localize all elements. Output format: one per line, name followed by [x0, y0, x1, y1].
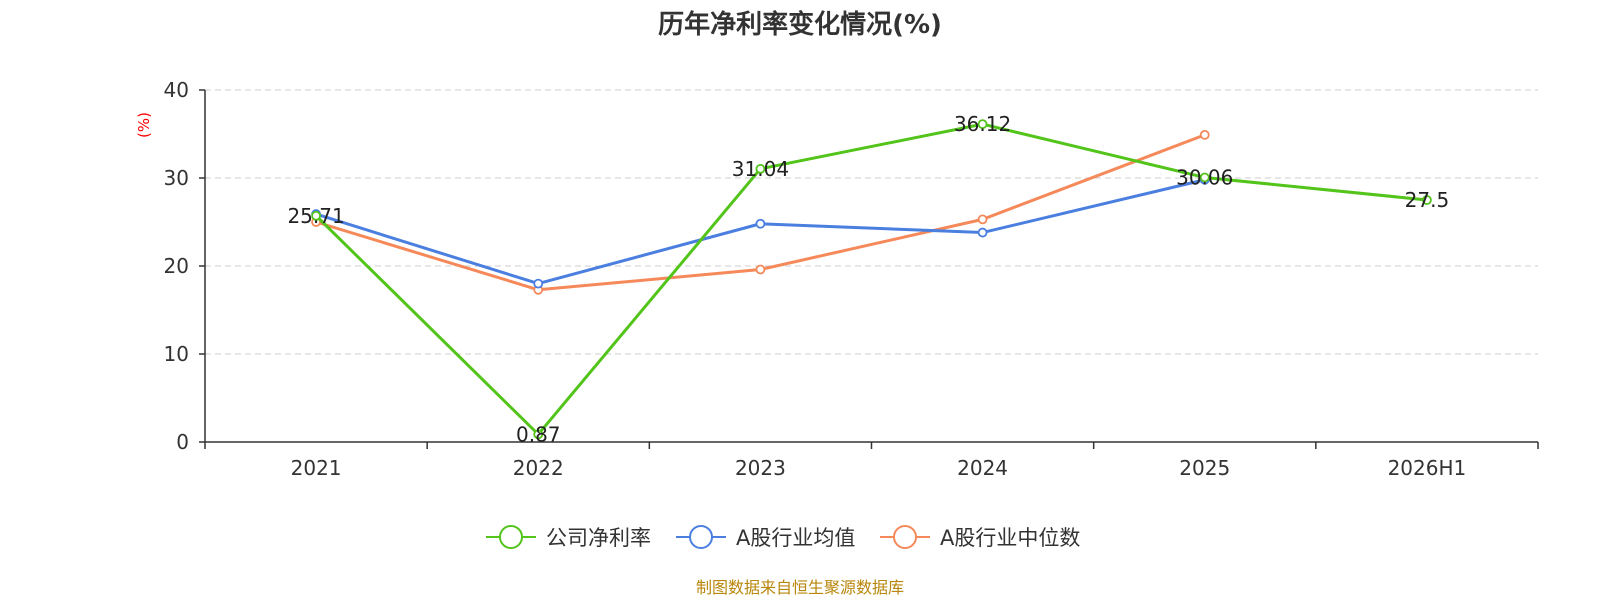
data-point [755, 218, 766, 229]
legend-marker [499, 525, 523, 549]
legend-label: A股行业均值 [736, 526, 855, 550]
y-tick-label: 40 [164, 78, 189, 102]
x-tick-label: 2025 [1179, 456, 1230, 480]
series-layer [311, 119, 1432, 440]
legend-label: 公司净利率 [546, 526, 651, 550]
data-point [977, 227, 988, 238]
data-point [311, 210, 321, 221]
x-tick-label: 2023 [735, 456, 786, 480]
data-label: 30.06 [1176, 165, 1233, 189]
data-point [1199, 172, 1210, 183]
grid-layer [205, 89, 1538, 355]
data-point [755, 264, 766, 275]
x-tick-label: 2021 [291, 456, 342, 480]
y-tick-label: 30 [164, 166, 189, 190]
data-point [977, 119, 988, 130]
data-label: 25.71 [287, 204, 344, 228]
x-tick-label: 2022 [513, 456, 564, 480]
y-tick-label: 10 [164, 342, 189, 366]
data-point [533, 278, 544, 289]
data-point [1422, 195, 1432, 205]
data-point [755, 163, 766, 174]
series-line [315, 122, 1428, 436]
legend-marker [689, 525, 713, 549]
legend: 公司净利率 A股行业均值 A股行业中位数 [486, 525, 1080, 550]
data-point [533, 429, 544, 440]
legend-marker [893, 525, 917, 549]
source-note: 制图数据来自恒生聚源数据库 [696, 578, 904, 597]
data-label: 27.5 [1405, 188, 1450, 212]
x-tick-label: 2026H1 [1388, 456, 1467, 480]
data-point [977, 214, 988, 225]
x-tick-label: 2024 [957, 456, 1008, 480]
data-label: 36.12 [954, 112, 1011, 136]
legend-label: A股行业中位数 [940, 526, 1080, 550]
data-label: 31.04 [732, 157, 789, 181]
y-tick-label: 0 [176, 430, 189, 454]
axis-layer: 0 10 20 30 40 2021 2022 2023 2024 2025 2026H1 [164, 78, 1539, 480]
y-tick-label: 20 [164, 254, 189, 278]
data-point [1199, 129, 1210, 140]
data-label-layer: 25.71 0.87 31.04 36.12 30.06 27.5 [287, 112, 1449, 446]
y-axis-label: (%) [135, 112, 153, 138]
data-label: 0.87 [516, 422, 561, 446]
chart-title: 历年净利率变化情况(%) [658, 9, 942, 40]
